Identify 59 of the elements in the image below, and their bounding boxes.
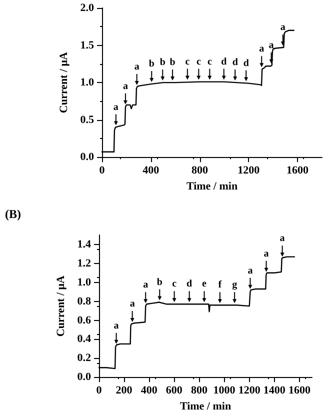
annotation: c — [172, 278, 178, 290]
annotation: b — [160, 57, 166, 68]
annotation: d — [243, 58, 250, 69]
annotation: d — [221, 56, 228, 68]
x-tick-label: 0 — [96, 384, 102, 397]
annotation: a — [113, 102, 118, 113]
annotation: b — [156, 276, 163, 288]
annotation: e — [202, 278, 208, 290]
annotation: a — [268, 40, 274, 51]
x-tick-label: 400 — [142, 164, 160, 177]
annotation: a — [130, 298, 135, 310]
y-tick-label: 1.5 — [80, 39, 94, 52]
annotation: a — [114, 320, 119, 332]
x-tick-label: 1200 — [238, 164, 260, 177]
y-tick-label: 0.0 — [77, 371, 92, 384]
y-tick-label: 0.2 — [77, 352, 92, 364]
y-axis-title: Current / μA — [58, 52, 70, 114]
y-axis-title: Current / μA — [54, 275, 67, 337]
annotation: a — [248, 265, 253, 276]
x-tick-label: 1200 — [238, 384, 261, 397]
x-tick-label: 800 — [192, 164, 209, 177]
y-tick-label: 1.0 — [77, 276, 92, 288]
x-tick-label: 1000 — [213, 384, 236, 397]
chart-title: (B) — [5, 207, 21, 221]
annotation: a — [122, 80, 128, 92]
annotation: a — [134, 62, 140, 73]
annotation: c — [185, 56, 190, 68]
y-tick-label: 0.4 — [77, 333, 92, 346]
annotation: b — [170, 57, 176, 68]
annotation: a — [259, 44, 264, 55]
annotation: c — [207, 56, 212, 68]
x-tick-label: 1600 — [288, 384, 311, 397]
x-tick-label: 0 — [99, 164, 106, 177]
y-tick-label: 0.5 — [80, 114, 94, 126]
x-tick-label: 400 — [140, 384, 158, 397]
y-tick-label: 1.4 — [77, 238, 92, 250]
annotation: g — [232, 280, 238, 291]
annotation: a — [280, 233, 285, 244]
y-tick-label: 1.0 — [80, 76, 94, 89]
x-tick-label: 800 — [190, 384, 208, 397]
annotation: b — [148, 58, 155, 70]
y-tick-label: 0.0 — [80, 151, 94, 164]
annotation: a — [280, 22, 286, 34]
x-tick-label: 200 — [116, 384, 133, 397]
x-tick-label: 1400 — [263, 384, 286, 397]
y-tick-label: 0.8 — [77, 295, 92, 308]
annotation: f — [218, 280, 222, 291]
x-tick-label: 600 — [166, 384, 183, 397]
y-tick-label: 0.6 — [77, 314, 92, 326]
x-tick-label: 1600 — [286, 164, 310, 177]
y-tick-label: 2.0 — [80, 2, 94, 14]
annotation: c — [196, 56, 202, 68]
annotation: a — [143, 280, 148, 291]
annotation: d — [186, 278, 193, 290]
x-axis-title: Time / min — [186, 180, 238, 192]
annotation: a — [264, 248, 269, 260]
y-tick-label: 1.2 — [77, 257, 92, 270]
x-axis-title: Time / min — [180, 400, 232, 412]
annotation: d — [232, 57, 238, 68]
